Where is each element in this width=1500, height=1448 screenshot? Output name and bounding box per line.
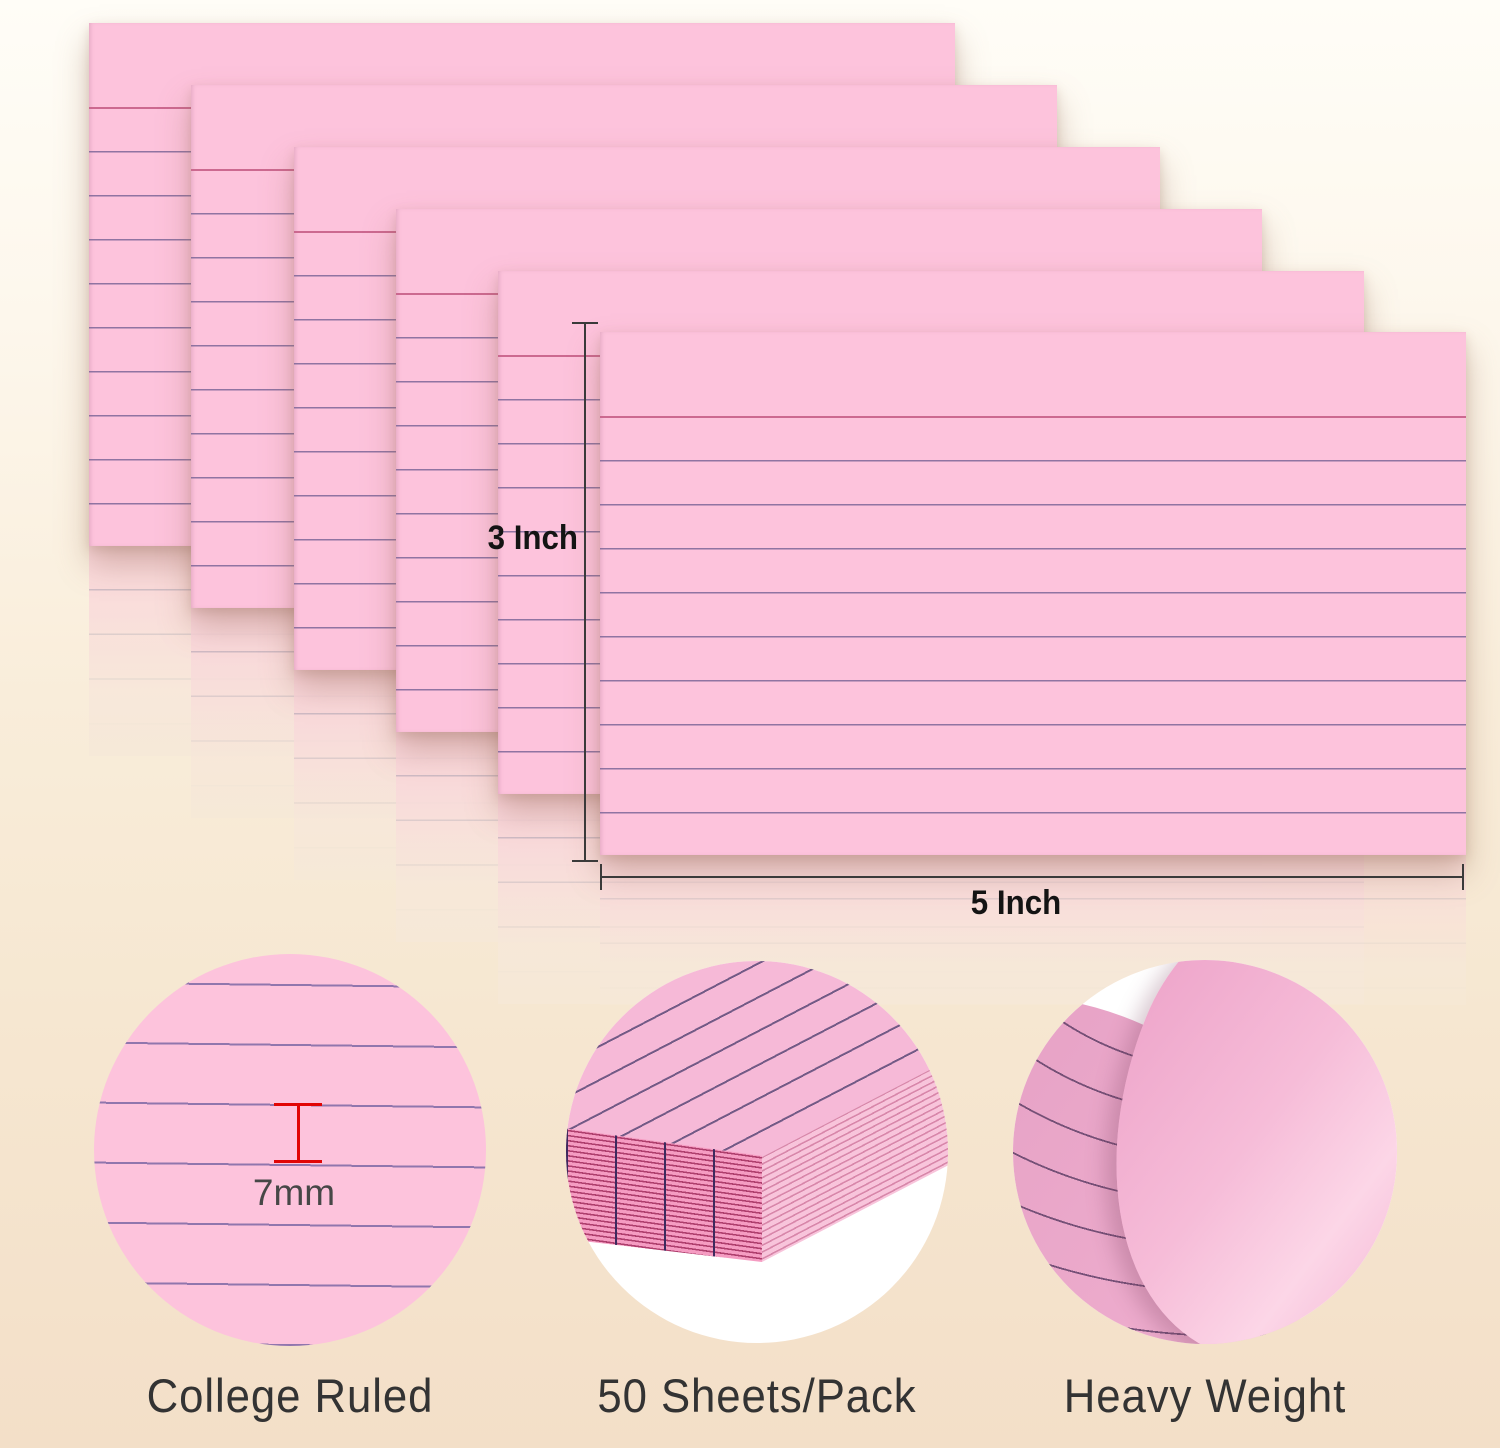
line-spacing-value: 7mm xyxy=(252,1172,336,1213)
feature-label-sheets-per-pack: 50 Sheets/Pack xyxy=(597,1369,917,1422)
index-card-6 xyxy=(600,332,1466,855)
width-dimension-label: 5 Inch xyxy=(970,884,1062,922)
card-rule-lines xyxy=(600,460,1466,855)
line-spacing-marker-icon xyxy=(274,1103,322,1163)
feature-label-college-ruled: College Ruled xyxy=(146,1369,434,1422)
feature-circle-college-ruled: 7mm xyxy=(94,954,486,1346)
height-dimension-line xyxy=(572,322,598,862)
card-header-line xyxy=(600,416,1466,418)
feature-circle-sheet-stack xyxy=(566,961,948,1343)
height-dimension-label: 3 Inch xyxy=(487,519,578,557)
feature-circle-heavy-weight xyxy=(1013,960,1397,1344)
feature-label-heavy-weight: Heavy Weight xyxy=(1063,1369,1347,1422)
width-dimension-line xyxy=(600,864,1464,890)
stack-top-face xyxy=(566,961,948,1157)
